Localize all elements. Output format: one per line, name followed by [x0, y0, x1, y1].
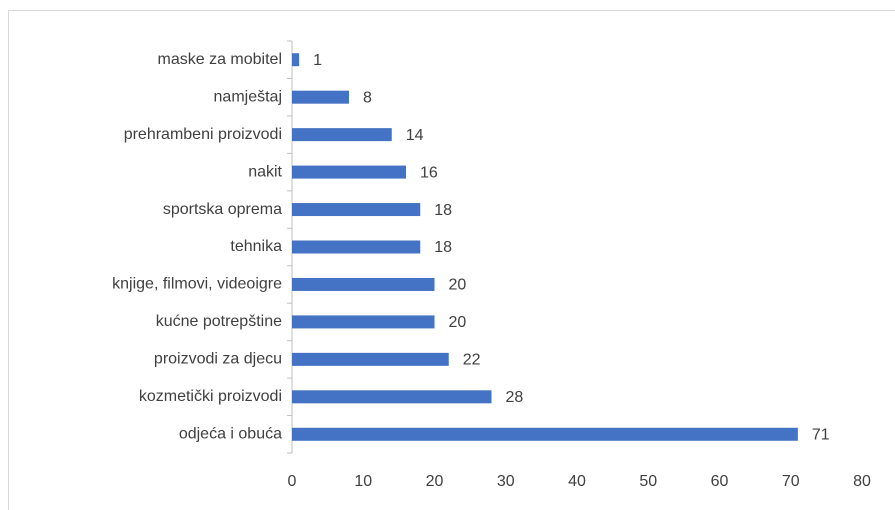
bar: [292, 352, 449, 366]
y-tick-label: sportska oprema: [163, 201, 282, 218]
x-tick-label: 10: [354, 473, 372, 490]
data-label: 1: [313, 52, 322, 69]
y-tick-label: namještaj: [214, 88, 282, 105]
bar: [292, 203, 421, 217]
x-tick-label: 0: [288, 473, 297, 490]
x-tick-label: 60: [711, 473, 729, 490]
data-label: 20: [449, 277, 467, 294]
x-tick-label: 80: [853, 473, 871, 490]
bar: [292, 165, 406, 179]
data-label: 22: [463, 352, 481, 369]
y-tick-label: tehnika: [230, 238, 282, 255]
bar: [292, 240, 421, 254]
y-tick-label: proizvodi za djecu: [154, 351, 282, 368]
y-tick-label: knjige, filmovi, videoigre: [112, 276, 282, 293]
data-label: 8: [363, 89, 372, 106]
y-tick-label: maske za mobitel: [158, 51, 283, 68]
x-tick-label: 30: [497, 473, 515, 490]
bar: [292, 128, 392, 142]
data-label: 18: [434, 202, 452, 219]
bar: [292, 90, 349, 104]
bar: [292, 53, 300, 67]
data-label: 71: [812, 426, 830, 443]
bar: [292, 277, 435, 291]
data-label: 28: [506, 389, 524, 406]
data-label: 16: [420, 164, 438, 181]
x-tick-label: 50: [639, 473, 657, 490]
y-tick-label: prehrambeni proizvodi: [124, 126, 282, 143]
y-tick-label: kozmetički proizvodi: [139, 388, 282, 405]
bar: [292, 390, 492, 404]
data-label: 18: [434, 239, 452, 256]
data-label: 20: [449, 314, 467, 331]
x-tick-label: 40: [568, 473, 586, 490]
data-label: 14: [406, 127, 424, 144]
y-tick-label: kućne potrepštine: [156, 313, 282, 330]
y-tick-label: odjeća i obuća: [179, 425, 282, 442]
chart-frame: [8, 10, 895, 510]
x-tick-label: 20: [426, 473, 444, 490]
y-tick-label: nakit: [248, 163, 282, 180]
bar: [292, 427, 798, 441]
x-tick-label: 70: [782, 473, 800, 490]
bar: [292, 315, 435, 329]
